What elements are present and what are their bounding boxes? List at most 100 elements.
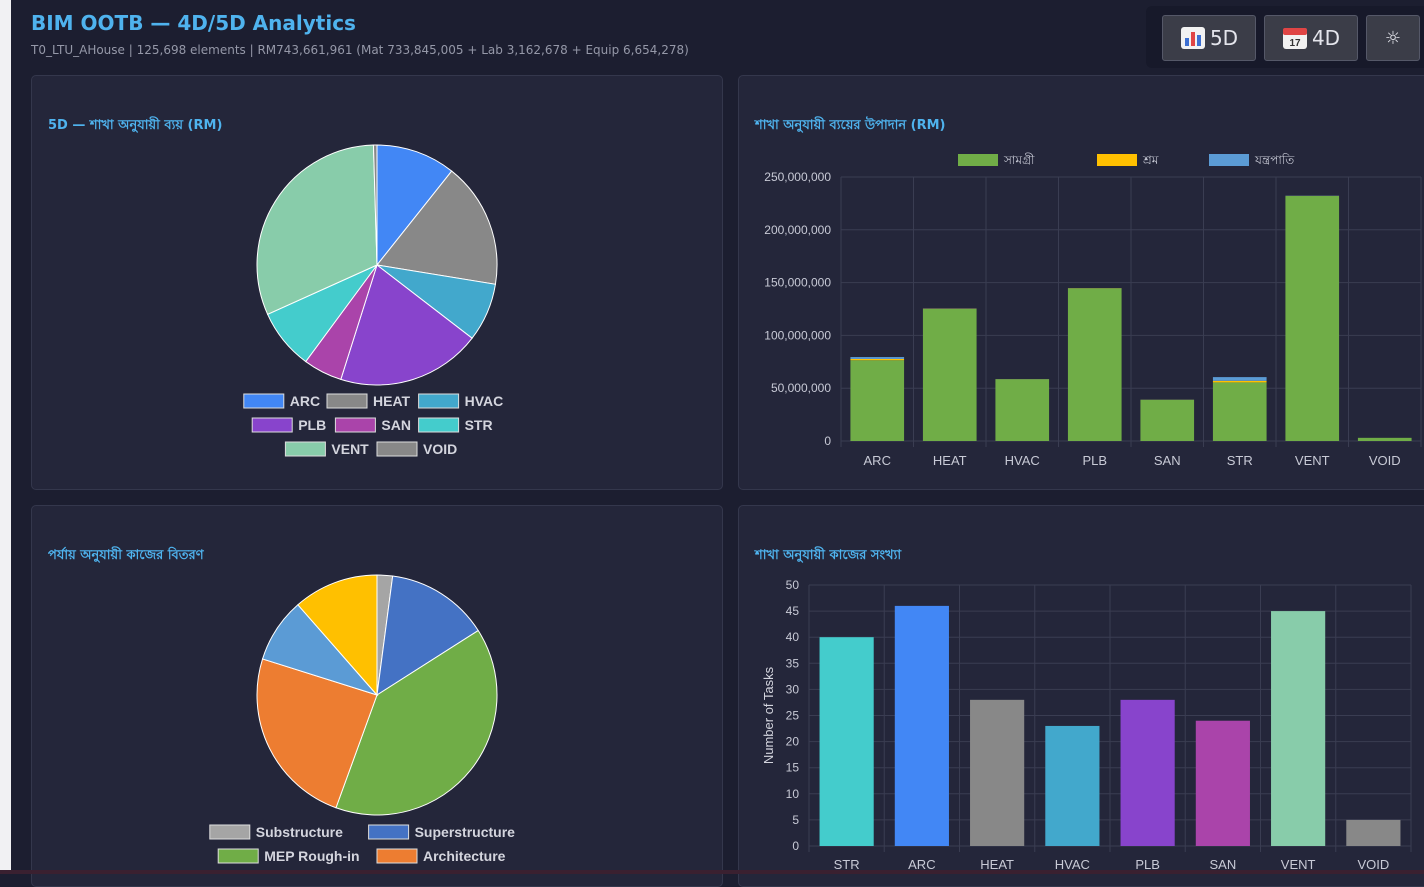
y-tick-label: 50 <box>786 578 800 592</box>
bar-san <box>1140 400 1194 441</box>
card-title: শাখা অনুযায়ী ব্যয়ের উপাদান (RM) <box>755 116 945 137</box>
bar-str <box>1213 381 1267 383</box>
cost-by-discipline-card: 5D — শাখা অনুযায়ী ব্যয় (RM) ARC HEAT HVA… <box>31 75 723 490</box>
y-tick-label: 0 <box>824 434 831 448</box>
bar-chart-icon <box>1180 26 1206 50</box>
tasks-by-phase-card: পর্যায় অনুযায়ী কাজের বিতরণ Substructur… <box>31 505 723 887</box>
svg-text:17: 17 <box>1289 38 1301 49</box>
bar-arc <box>850 360 904 441</box>
y-tick-label: 0 <box>792 839 799 853</box>
bar-heat <box>970 700 1024 846</box>
x-tick-label: SAN <box>1154 453 1181 468</box>
y-tick-label: 150,000,000 <box>764 276 831 290</box>
legend-swatch <box>335 418 375 432</box>
legend-swatch <box>244 394 284 408</box>
legend-label: Architecture <box>423 848 506 864</box>
legend-label: HVAC <box>465 393 504 409</box>
legend-label: PLB <box>298 417 326 433</box>
legend-swatch <box>419 418 459 432</box>
legend-label: STR <box>465 417 493 433</box>
legend-swatch <box>377 849 417 863</box>
bar-plb <box>1121 700 1175 846</box>
x-tick-label: HVAC <box>1005 453 1040 468</box>
legend-swatch <box>210 825 250 839</box>
calendar-icon: 17 <box>1282 26 1308 50</box>
4d-view-label: 4D <box>1312 26 1340 50</box>
5d-view-label: 5D <box>1210 26 1238 50</box>
cost-components-chart: সামগ্রী শ্রম যন্ত্রপাতি 0 50,000,000 100,000,… <box>739 76 1424 489</box>
bar-vent <box>1285 196 1339 441</box>
legend-label: Substructure <box>256 824 343 840</box>
bar-hvac <box>995 379 1049 441</box>
bar-str <box>1213 377 1267 381</box>
5d-view-button[interactable]: 5D <box>1162 15 1256 61</box>
bar-vent <box>1271 611 1325 846</box>
legend-label: সামগ্রী <box>1003 153 1035 167</box>
legend-swatch <box>327 394 367 408</box>
bar-void <box>1346 820 1400 846</box>
view-toolbar: 5D 17 4D ☼ <box>1146 6 1424 68</box>
legend-swatch <box>419 394 459 408</box>
theme-toggle-button[interactable]: ☼ <box>1366 15 1420 61</box>
legend-label: VENT <box>331 441 369 457</box>
bar-arc <box>850 359 904 360</box>
legend-swatch <box>1097 154 1137 166</box>
bar-str <box>1213 382 1267 441</box>
legend-label: Superstructure <box>415 824 516 840</box>
legend-swatch <box>252 418 292 432</box>
legend-label: যন্ত্রপাতি <box>1254 153 1295 167</box>
bar-void <box>1358 438 1412 441</box>
y-tick-label: 50,000,000 <box>771 381 831 395</box>
legend-swatch <box>1209 154 1249 166</box>
y-tick-label: 250,000,000 <box>764 170 831 184</box>
legend-swatch <box>958 154 998 166</box>
cost-by-discipline-chart: ARC HEAT HVAC PLB SAN STR VENT VOID <box>32 76 722 489</box>
legend-swatch <box>377 442 417 456</box>
card-title: 5D — শাখা অনুযায়ী ব্যয় (RM) <box>48 116 222 137</box>
page-title: BIM OOTB — 4D/5D Analytics <box>31 11 356 35</box>
tasks-by-discipline-card: শাখা অনুযায়ী কাজের সংখ্যা 0 5 10 15 20 25 30 3… <box>738 505 1424 887</box>
legend-label: HEAT <box>373 393 411 409</box>
x-tick-label: VOID <box>1369 453 1401 468</box>
legend-swatch <box>369 825 409 839</box>
bar-arc <box>850 357 904 359</box>
y-tick-label: 30 <box>786 682 800 696</box>
x-tick-label: STR <box>1227 453 1253 468</box>
legend-swatch <box>218 849 258 863</box>
legend-swatch <box>285 442 325 456</box>
y-tick-label: 15 <box>786 761 800 775</box>
bar-arc <box>895 606 949 846</box>
legend-label: শ্রম <box>1142 153 1159 167</box>
legend-label: VOID <box>423 441 457 457</box>
bar-san <box>1196 721 1250 846</box>
y-tick-label: 35 <box>786 656 800 670</box>
4d-view-button[interactable]: 17 4D <box>1264 15 1358 61</box>
card-title: পর্যায় অনুযায়ী কাজের বিতরণ <box>48 546 204 567</box>
y-tick-label: 200,000,000 <box>764 223 831 237</box>
cost-components-card: শাখা অনুযায়ী ব্যয়ের উপাদান (RM) সামগ্র… <box>738 75 1424 490</box>
legend-label: ARC <box>290 393 320 409</box>
y-tick-label: 10 <box>786 787 800 801</box>
x-tick-label: ARC <box>864 453 891 468</box>
y-tick-label: 20 <box>786 735 800 749</box>
y-tick-label: 5 <box>792 813 799 827</box>
x-tick-label: VENT <box>1295 453 1330 468</box>
legend-label: SAN <box>381 417 411 433</box>
bar-hvac <box>1045 726 1099 846</box>
bottom-edge-strip <box>0 870 1424 874</box>
project-summary: T0_LTU_AHouse | 125,698 elements | RM743… <box>31 43 689 57</box>
sun-icon: ☼ <box>1385 28 1401 49</box>
x-tick-label: HEAT <box>933 453 967 468</box>
bar-heat <box>923 309 977 441</box>
bar-str <box>820 637 874 846</box>
left-edge-strip <box>0 0 11 874</box>
bar-plb <box>1068 288 1122 441</box>
y-tick-label: 45 <box>786 604 800 618</box>
y-tick-label: 25 <box>786 709 800 723</box>
legend-label: MEP Rough-in <box>264 848 359 864</box>
y-tick-label: 40 <box>786 630 800 644</box>
y-tick-label: 100,000,000 <box>764 328 831 342</box>
card-title: শাখা অনুযায়ী কাজের সংখ্যা <box>755 546 901 567</box>
y-axis-label: Number of Tasks <box>761 666 776 764</box>
x-tick-label: PLB <box>1082 453 1107 468</box>
